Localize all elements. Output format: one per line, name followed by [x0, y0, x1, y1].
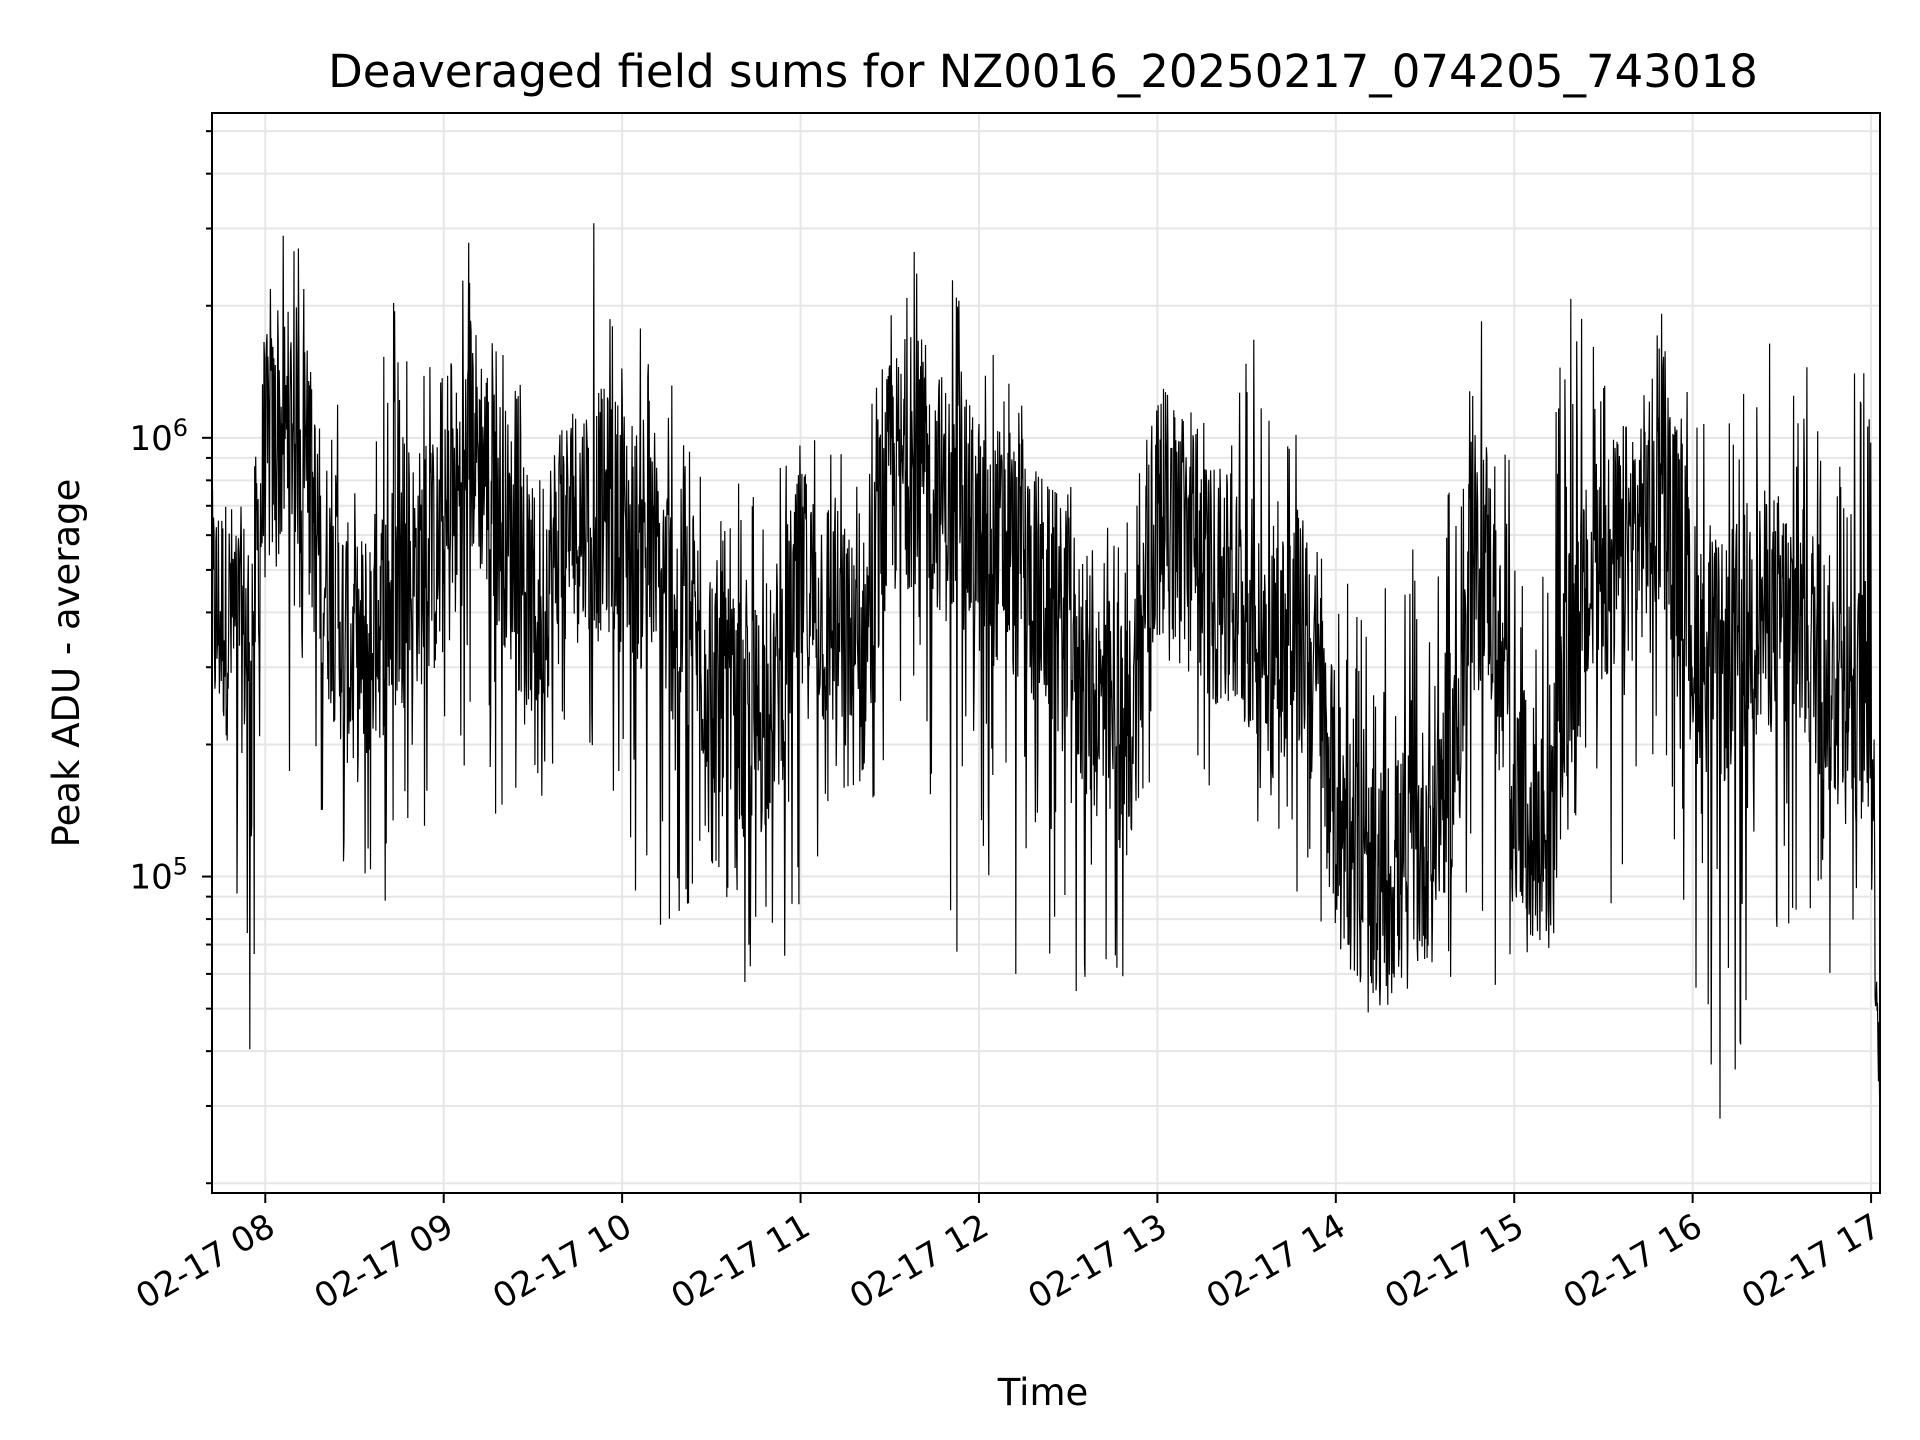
x-tick-label: 02-17 08 — [129, 1206, 281, 1317]
y-tick-label: 106 — [129, 414, 188, 459]
series-line — [211, 223, 1881, 1119]
y-axis-label: Peak ADU - average — [45, 479, 88, 848]
x-tick-label: 02-17 10 — [486, 1206, 638, 1317]
x-tick-label: 02-17 15 — [1378, 1206, 1530, 1317]
x-tick-label: 02-17 16 — [1557, 1206, 1709, 1317]
x-tick-label: 02-17 17 — [1735, 1206, 1887, 1317]
plot-frame — [211, 112, 1881, 1194]
x-tick-label: 02-17 13 — [1021, 1206, 1173, 1317]
x-tick-label: 02-17 12 — [843, 1206, 995, 1317]
data-series — [211, 223, 1881, 1119]
x-tick-label: 02-17 09 — [308, 1206, 460, 1317]
y-tick-label: 105 — [129, 853, 188, 898]
x-axis-label: Time — [997, 1371, 1089, 1414]
x-tick-label: 02-17 11 — [665, 1206, 817, 1317]
chart-title: Deaveraged field sums for NZ0016_2025021… — [328, 45, 1758, 98]
x-tick-label: 02-17 14 — [1200, 1206, 1352, 1317]
